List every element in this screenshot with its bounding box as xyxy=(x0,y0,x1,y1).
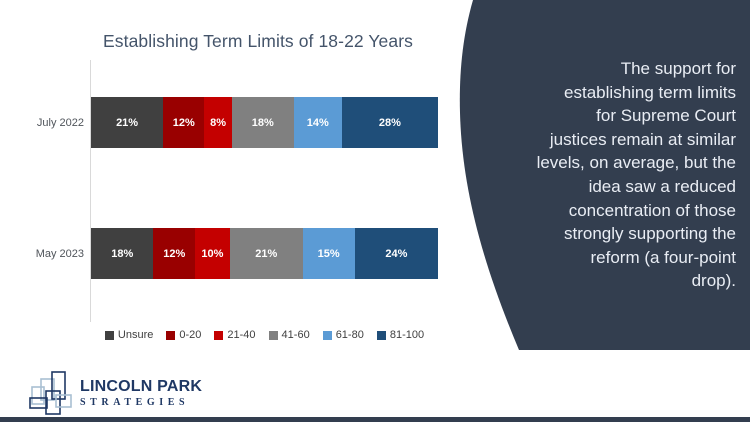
bar-segment-21-40: 10% xyxy=(195,228,230,279)
category-label-may-2023: May 2023 xyxy=(35,247,84,260)
legend-item-21-40: 21-40 xyxy=(214,329,256,341)
bar-segment-61-80: 14% xyxy=(293,97,342,148)
legend-label: Unsure xyxy=(117,329,154,341)
chart-legend: Unsure 0-20 21-40 41-60 61-80 81-100 xyxy=(91,329,438,341)
category-label-july-2022: July 2022 xyxy=(36,116,84,129)
bar-row-july-2022: July 2022 21% 12% 8% 18% 14% 28% xyxy=(0,97,460,148)
logo-squares-icon xyxy=(29,371,72,415)
legend-swatch-icon xyxy=(376,330,386,340)
bar-segment-0-20: 12% xyxy=(163,97,205,148)
legend-label: 41-60 xyxy=(281,329,310,341)
bar-segment-61-80: 15% xyxy=(302,228,355,279)
bar-segment-Unsure: 21% xyxy=(91,97,164,148)
legend-label: 21-40 xyxy=(227,329,256,341)
legend-swatch-icon xyxy=(322,330,332,340)
legend-label: 0-20 xyxy=(179,329,202,341)
logo-name: LINCOLN PARK xyxy=(80,377,203,395)
legend-label: 81-100 xyxy=(389,329,425,341)
lincoln-park-strategies-logo: LINCOLN PARK STRATEGIES xyxy=(28,369,202,417)
legend-swatch-icon xyxy=(268,330,278,340)
logo-subtitle: STRATEGIES xyxy=(80,396,190,408)
callout-text: The support for establishing term limits… xyxy=(536,59,736,291)
bar-segment-41-60: 18% xyxy=(231,97,294,148)
bar-segment-81-100: 28% xyxy=(341,97,439,148)
bar-segment-81-100: 24% xyxy=(354,228,438,279)
logo-wordmark: LINCOLN PARK STRATEGIES xyxy=(80,378,202,409)
bar-row-may-2023: May 2023 18% 12% 10% 21% 15% 24% xyxy=(0,228,460,279)
legend-label: 61-80 xyxy=(335,329,364,341)
bar-segment-41-60: 21% xyxy=(229,228,303,279)
legend-item-41-60: 41-60 xyxy=(268,329,310,341)
legend-item-0-20: 0-20 xyxy=(166,329,201,341)
legend-swatch-icon xyxy=(214,330,224,340)
bar-segment-Unsure: 18% xyxy=(91,228,154,279)
chart-title: Establishing Term Limits of 18-22 Years xyxy=(103,31,413,51)
stacked-bar-may-2023: 18% 12% 10% 21% 15% 24% xyxy=(91,228,438,279)
legend-swatch-icon xyxy=(166,330,176,340)
bar-segment-21-40: 8% xyxy=(204,97,232,148)
bar-segment-0-20: 12% xyxy=(153,228,196,279)
stacked-bar-july-2022: 21% 12% 8% 18% 14% 28% xyxy=(91,97,439,148)
legend-swatch-icon xyxy=(104,330,114,340)
legend-item-Unsure: Unsure xyxy=(104,329,154,341)
bottom-accent-strip xyxy=(0,417,750,422)
y-axis-line xyxy=(90,60,91,322)
legend-item-61-80: 61-80 xyxy=(322,329,364,341)
legend-item-81-100: 81-100 xyxy=(376,329,425,341)
